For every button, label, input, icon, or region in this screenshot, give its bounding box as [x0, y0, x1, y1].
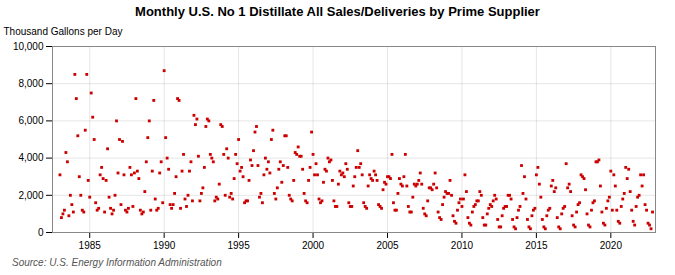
svg-text:Thousand Gallons per Day: Thousand Gallons per Day: [4, 26, 123, 37]
svg-text:1995: 1995: [227, 240, 250, 251]
svg-text:1985: 1985: [79, 240, 102, 251]
svg-text:1990: 1990: [153, 240, 176, 251]
svg-text:2000: 2000: [302, 240, 325, 251]
svg-text:2015: 2015: [525, 240, 548, 251]
svg-text:2010: 2010: [451, 240, 474, 251]
svg-text:6,000: 6,000: [18, 115, 43, 126]
svg-text:2005: 2005: [376, 240, 399, 251]
svg-text:10,000: 10,000: [13, 41, 44, 52]
html-text:Monthly U.S. No 1 Distillate A: Monthly U.S. No 1 Distillate All Sales/D…: [135, 4, 540, 19]
svg-text:8,000: 8,000: [18, 78, 43, 89]
svg-text:4,000: 4,000: [18, 152, 43, 163]
svg-text:2,000: 2,000: [18, 190, 43, 201]
svg-text:0: 0: [38, 227, 44, 238]
html-text:Source: U.S. Energy Informatio: Source: U.S. Energy Information Administ…: [12, 257, 222, 268]
svg-text:2020: 2020: [600, 240, 623, 251]
